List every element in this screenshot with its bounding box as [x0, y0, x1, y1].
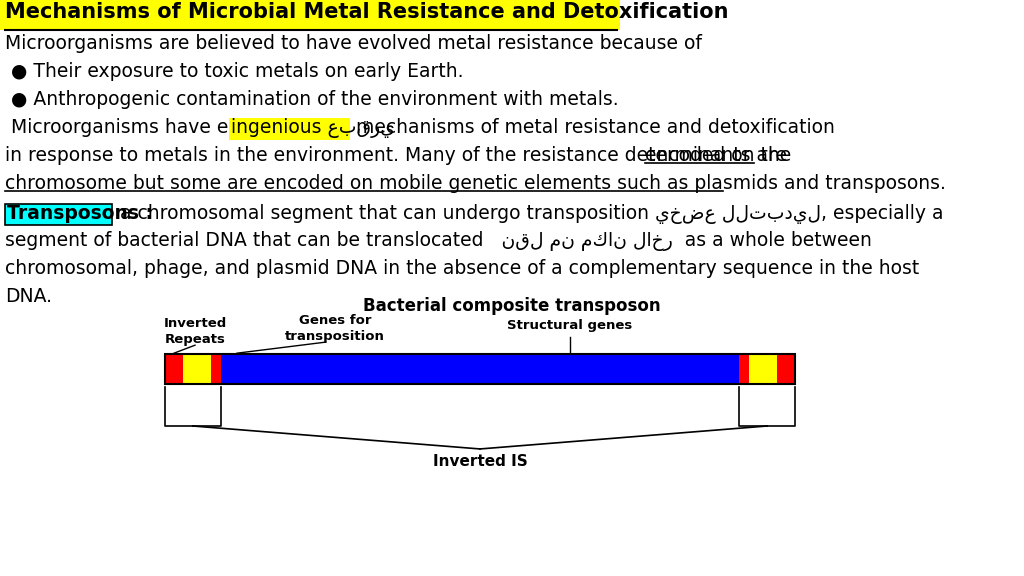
Text: ● Anthropogenic contamination of the environment with metals.: ● Anthropogenic contamination of the env… — [5, 90, 618, 109]
Bar — [739, 354, 749, 384]
Text: DNA.: DNA. — [5, 287, 52, 306]
Bar — [183, 354, 211, 384]
Bar — [165, 354, 795, 384]
Text: Environmental Microbiology /Undergraduate /Biology: Environmental Microbiology /Undergraduat… — [12, 543, 597, 562]
Text: Mechanisms of Microbial Metal Resistance and Detoxification: Mechanisms of Microbial Metal Resistance… — [5, 2, 728, 22]
Text: mechanisms of metal resistance and detoxification: mechanisms of metal resistance and detox… — [350, 118, 836, 137]
Text: ● Their exposure to toxic metals on early Earth.: ● Their exposure to toxic metals on earl… — [5, 62, 464, 81]
Text: Inverted
Repeats: Inverted Repeats — [164, 317, 226, 346]
Text: a chromosomal segment that can undergo transposition يخضع للتبديل, especially a: a chromosomal segment that can undergo t… — [115, 203, 944, 223]
Bar — [0, 0, 620, 30]
Text: Bacterial composite transposon: Bacterial composite transposon — [364, 297, 660, 315]
Bar — [165, 354, 183, 384]
Text: Dr Thana Noor: Dr Thana Noor — [852, 543, 1012, 562]
Text: chromosome but some are encoded on mobile genetic elements such as plasmids and : chromosome but some are encoded on mobil… — [5, 173, 946, 192]
Text: Structural genes: Structural genes — [507, 319, 633, 332]
Text: Transposons :: Transposons : — [7, 203, 153, 222]
Bar — [221, 354, 739, 384]
Text: segment of bacterial DNA that can be translocated   نقل من مكان لاخر  as a whole: segment of bacterial DNA that can be tra… — [5, 232, 871, 252]
Bar — [5, 203, 113, 225]
Bar — [749, 354, 777, 384]
Text: Microorganisms have evolved: Microorganisms have evolved — [5, 118, 297, 137]
Bar — [229, 118, 350, 139]
Text: Genes for
transposition: Genes for transposition — [285, 314, 385, 343]
Text: in response to metals in the environment. Many of the resistance determinants ar: in response to metals in the environment… — [5, 146, 793, 165]
Text: chromosomal, phage, and plasmid DNA in the absence of a complementary sequence i: chromosomal, phage, and plasmid DNA in t… — [5, 259, 920, 278]
Text: ingenious عبقري: ingenious عبقري — [231, 118, 395, 138]
Text: Microorganisms are believed to have evolved metal resistance because of: Microorganisms are believed to have evol… — [5, 34, 701, 53]
Text: encoded on the: encoded on the — [644, 146, 791, 165]
Bar — [777, 354, 795, 384]
Bar — [211, 354, 221, 384]
Text: Inverted IS: Inverted IS — [432, 454, 527, 469]
